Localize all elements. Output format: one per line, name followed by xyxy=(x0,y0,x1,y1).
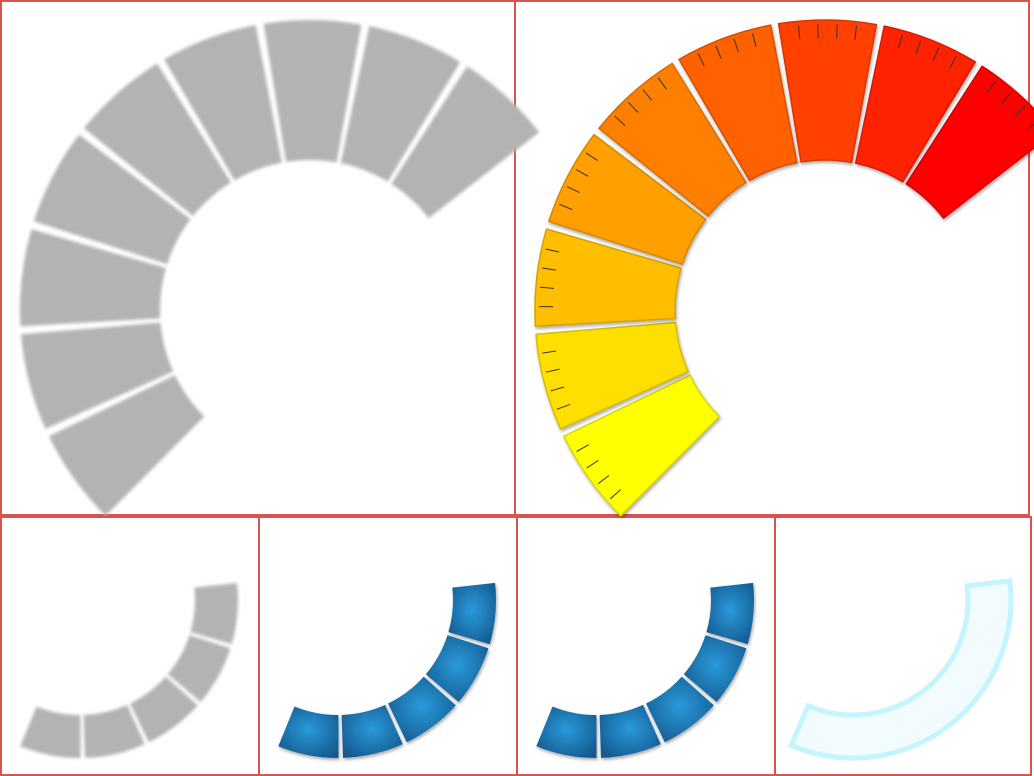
tick xyxy=(585,152,598,162)
tick xyxy=(915,40,922,54)
gauge-segment xyxy=(597,62,747,218)
tick xyxy=(854,25,857,40)
gauge-segment xyxy=(48,375,205,516)
tick xyxy=(949,55,957,69)
tick xyxy=(545,368,560,373)
tick xyxy=(575,168,589,177)
gauge-segment xyxy=(83,704,145,758)
gauge-segment xyxy=(83,63,231,217)
gauge-segment xyxy=(787,577,1014,761)
gauge-segment xyxy=(425,635,489,702)
gauge-segment xyxy=(388,676,456,743)
gauge-segment xyxy=(391,66,540,219)
tick xyxy=(1015,105,1026,117)
tick xyxy=(1027,123,1034,130)
gauge-segment xyxy=(190,582,238,645)
gauge-segment xyxy=(20,229,166,327)
gauge-segment xyxy=(678,24,798,182)
gauge-segment xyxy=(535,321,690,430)
gauge-segment xyxy=(130,676,198,743)
tick xyxy=(542,267,557,271)
gauge-segment xyxy=(536,706,597,758)
tick xyxy=(576,444,589,453)
gauge-segment xyxy=(683,635,747,702)
tick xyxy=(797,25,801,40)
tick xyxy=(836,24,838,39)
tick xyxy=(586,459,599,469)
gauge xyxy=(20,582,238,758)
gauge-segment xyxy=(278,706,339,758)
gauge-segment xyxy=(164,25,282,181)
tick xyxy=(752,33,757,48)
gauge xyxy=(787,577,1014,761)
gauge-segment xyxy=(340,26,461,182)
gauge-segment xyxy=(341,704,403,758)
gauge-segment xyxy=(706,582,754,645)
tick xyxy=(550,386,565,392)
gauge-segment xyxy=(21,322,174,429)
gauge-segment xyxy=(263,19,362,163)
gauge-segment xyxy=(33,134,191,265)
gauge xyxy=(534,19,1034,517)
gauge-segment xyxy=(167,635,231,702)
gauge xyxy=(536,582,754,758)
panel xyxy=(514,0,1030,516)
tick xyxy=(556,403,571,410)
gauge-segment xyxy=(599,704,661,758)
gauge-segment xyxy=(646,676,714,743)
tick xyxy=(566,186,580,194)
tick xyxy=(932,47,940,61)
gauge-segment xyxy=(448,582,497,645)
panel xyxy=(774,516,1032,776)
tick xyxy=(627,101,639,113)
tick xyxy=(1001,92,1012,104)
tick xyxy=(614,115,626,126)
gauge xyxy=(20,19,540,516)
tick xyxy=(697,53,705,67)
tick xyxy=(559,203,573,210)
gauge-segment xyxy=(905,65,1034,220)
tick xyxy=(987,80,997,93)
tick xyxy=(898,34,903,49)
gauge-segment xyxy=(534,228,682,327)
tick xyxy=(597,474,610,485)
tick xyxy=(642,89,653,101)
gauge xyxy=(278,582,497,758)
tick xyxy=(545,248,560,253)
gauge-segment xyxy=(20,706,81,758)
tick xyxy=(715,45,722,59)
tick xyxy=(657,77,667,90)
tick xyxy=(539,286,554,289)
tick xyxy=(542,350,557,354)
gauge-segment xyxy=(777,19,878,164)
tick xyxy=(609,489,622,500)
gauge-segment xyxy=(854,25,977,183)
gauge-segment xyxy=(547,133,707,266)
tick xyxy=(733,38,739,53)
